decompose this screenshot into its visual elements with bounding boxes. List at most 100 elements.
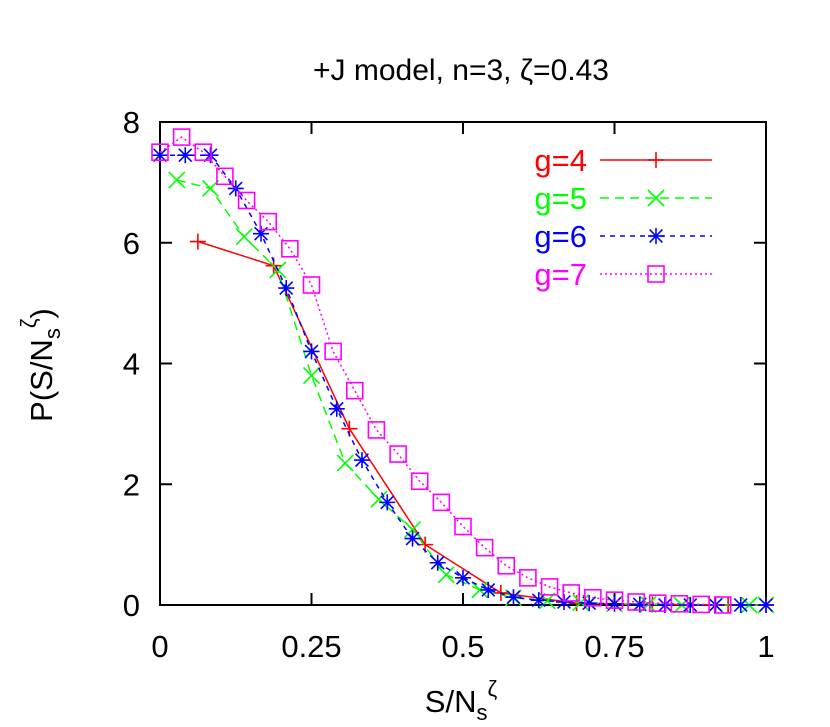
series-g7-point (302, 276, 321, 294)
series-g6-point (455, 569, 471, 586)
series-g6-point-stroke (329, 401, 344, 416)
series-g4-point (189, 233, 206, 250)
legend-marker-series-g7-stroke (647, 265, 665, 283)
x-tick-label: 0.75 (584, 629, 644, 664)
x-tick-label: 0.5 (441, 629, 484, 664)
series-g7-point (713, 596, 732, 614)
series-g7-point-stroke (605, 591, 624, 609)
series-g7-point-stroke (151, 143, 169, 161)
series-g5-point-stroke (302, 367, 321, 385)
series-g6-point (480, 581, 497, 598)
series-g7-point (562, 584, 581, 602)
series-g6-point-stroke (355, 453, 369, 468)
x-axis-label-base: S/N (425, 684, 477, 719)
series-g6-point-stroke (380, 495, 395, 510)
series-g6-point-stroke (733, 598, 748, 612)
series-g7-point-stroke (627, 593, 645, 611)
series-g7-point (519, 569, 537, 587)
series-g7-point-stroke (194, 143, 213, 161)
series-g5-point (201, 179, 220, 197)
series-g7-point (497, 556, 516, 575)
series-g7-point-stroke (584, 588, 602, 607)
series-g6-point (732, 597, 749, 613)
series-g7-point (194, 143, 213, 161)
series-g5-point (471, 581, 489, 599)
series-g7-point (584, 588, 602, 607)
series-g5-point-stroke (437, 566, 455, 584)
x-tick-label: 0 (151, 629, 168, 664)
y-tick-label: 2 (123, 467, 140, 502)
x-axis-label-sub: s (476, 700, 487, 725)
series-g7-point (648, 594, 667, 612)
series-g7-point-stroke (475, 538, 494, 557)
series-g6-point-stroke (279, 281, 294, 295)
series-g5-point (302, 367, 321, 385)
series-g7-point-stroke (713, 596, 732, 614)
series-g7-point-stroke (454, 517, 472, 536)
series-g6-point (530, 592, 547, 609)
series-g7-point (475, 538, 494, 557)
series-g6-point (328, 400, 345, 417)
legend-label-series-g6: g=6 (534, 219, 587, 254)
series-g7-point (410, 472, 429, 491)
y-tick-label: 0 (123, 588, 140, 623)
series-g5-point (235, 228, 253, 246)
y-axis-label-close: ) (24, 308, 59, 318)
series-g6-point (758, 597, 774, 613)
legend-marker-series-g6-stroke (649, 229, 663, 243)
series-g7-point-stroke (410, 472, 429, 491)
series-g6-point-stroke (456, 570, 470, 585)
series-g6-point (278, 280, 295, 297)
series-g7-point-stroke (216, 167, 234, 186)
series-g7-point (627, 593, 645, 611)
y-axis-label-sup: ζ (16, 318, 41, 328)
series-g7-point (259, 212, 278, 231)
series-g7-point (605, 591, 624, 609)
series-g7-point (367, 421, 386, 439)
series-g6-point (505, 589, 522, 606)
legend-marker-series-g5 (647, 189, 665, 207)
series-g6-point-stroke (759, 598, 773, 612)
legend-label-series-g4: g=4 (534, 143, 587, 178)
series-g5-point (403, 520, 422, 539)
series-layer (151, 128, 775, 614)
series-g6-point-stroke (178, 148, 193, 163)
y-tick-label: 6 (123, 226, 140, 261)
axis-ticks: 0 0.25 0.5 0.75 1 0 2 4 6 8 (123, 105, 775, 664)
y-axis-label: P(S/Nsζ) (16, 308, 65, 422)
series-g5-point-stroke (201, 179, 220, 197)
series-g6-point (303, 343, 320, 360)
chart-title: +J model, n=3, ζ=0.43 (313, 54, 609, 87)
series-g7-point-stroke (237, 191, 256, 210)
legend-marker-series-g6 (648, 228, 664, 244)
series-g7-point (324, 342, 342, 361)
series-g5-point (168, 171, 186, 189)
y-axis-label-base: P(S/N (24, 339, 59, 422)
series-g7-line (159, 136, 723, 606)
series-g7-point-stroke (648, 594, 667, 612)
series-g6-point-stroke (683, 598, 698, 612)
series-g7-point-stroke (345, 381, 364, 400)
series-g7-point (281, 239, 299, 258)
plot-frame (159, 121, 767, 606)
x-axis-label-sup: ζ (487, 676, 497, 701)
series-g5-point-stroke (370, 490, 388, 508)
series-g6-point-stroke (582, 596, 597, 611)
series-g6-point (404, 530, 421, 547)
series-g7-point (216, 167, 234, 186)
series-g5-point (336, 454, 354, 472)
series-g7-point (345, 381, 364, 400)
series-g7-point (692, 595, 710, 614)
series-g6-point-stroke (557, 595, 571, 609)
series-g6-point-stroke (304, 344, 319, 359)
legend-marker-series-g7 (647, 265, 665, 283)
legend: g=4g=5g=6g=7 (534, 143, 712, 292)
series-g5-point (437, 566, 455, 584)
series-g7-point-stroke (389, 445, 407, 463)
series-g7-point-stroke (432, 493, 451, 512)
series-g7-point-stroke (324, 342, 342, 361)
series-g6-point (353, 452, 370, 469)
series-g7-point-stroke (540, 578, 559, 596)
legend-label-series-g7: g=7 (534, 257, 587, 292)
